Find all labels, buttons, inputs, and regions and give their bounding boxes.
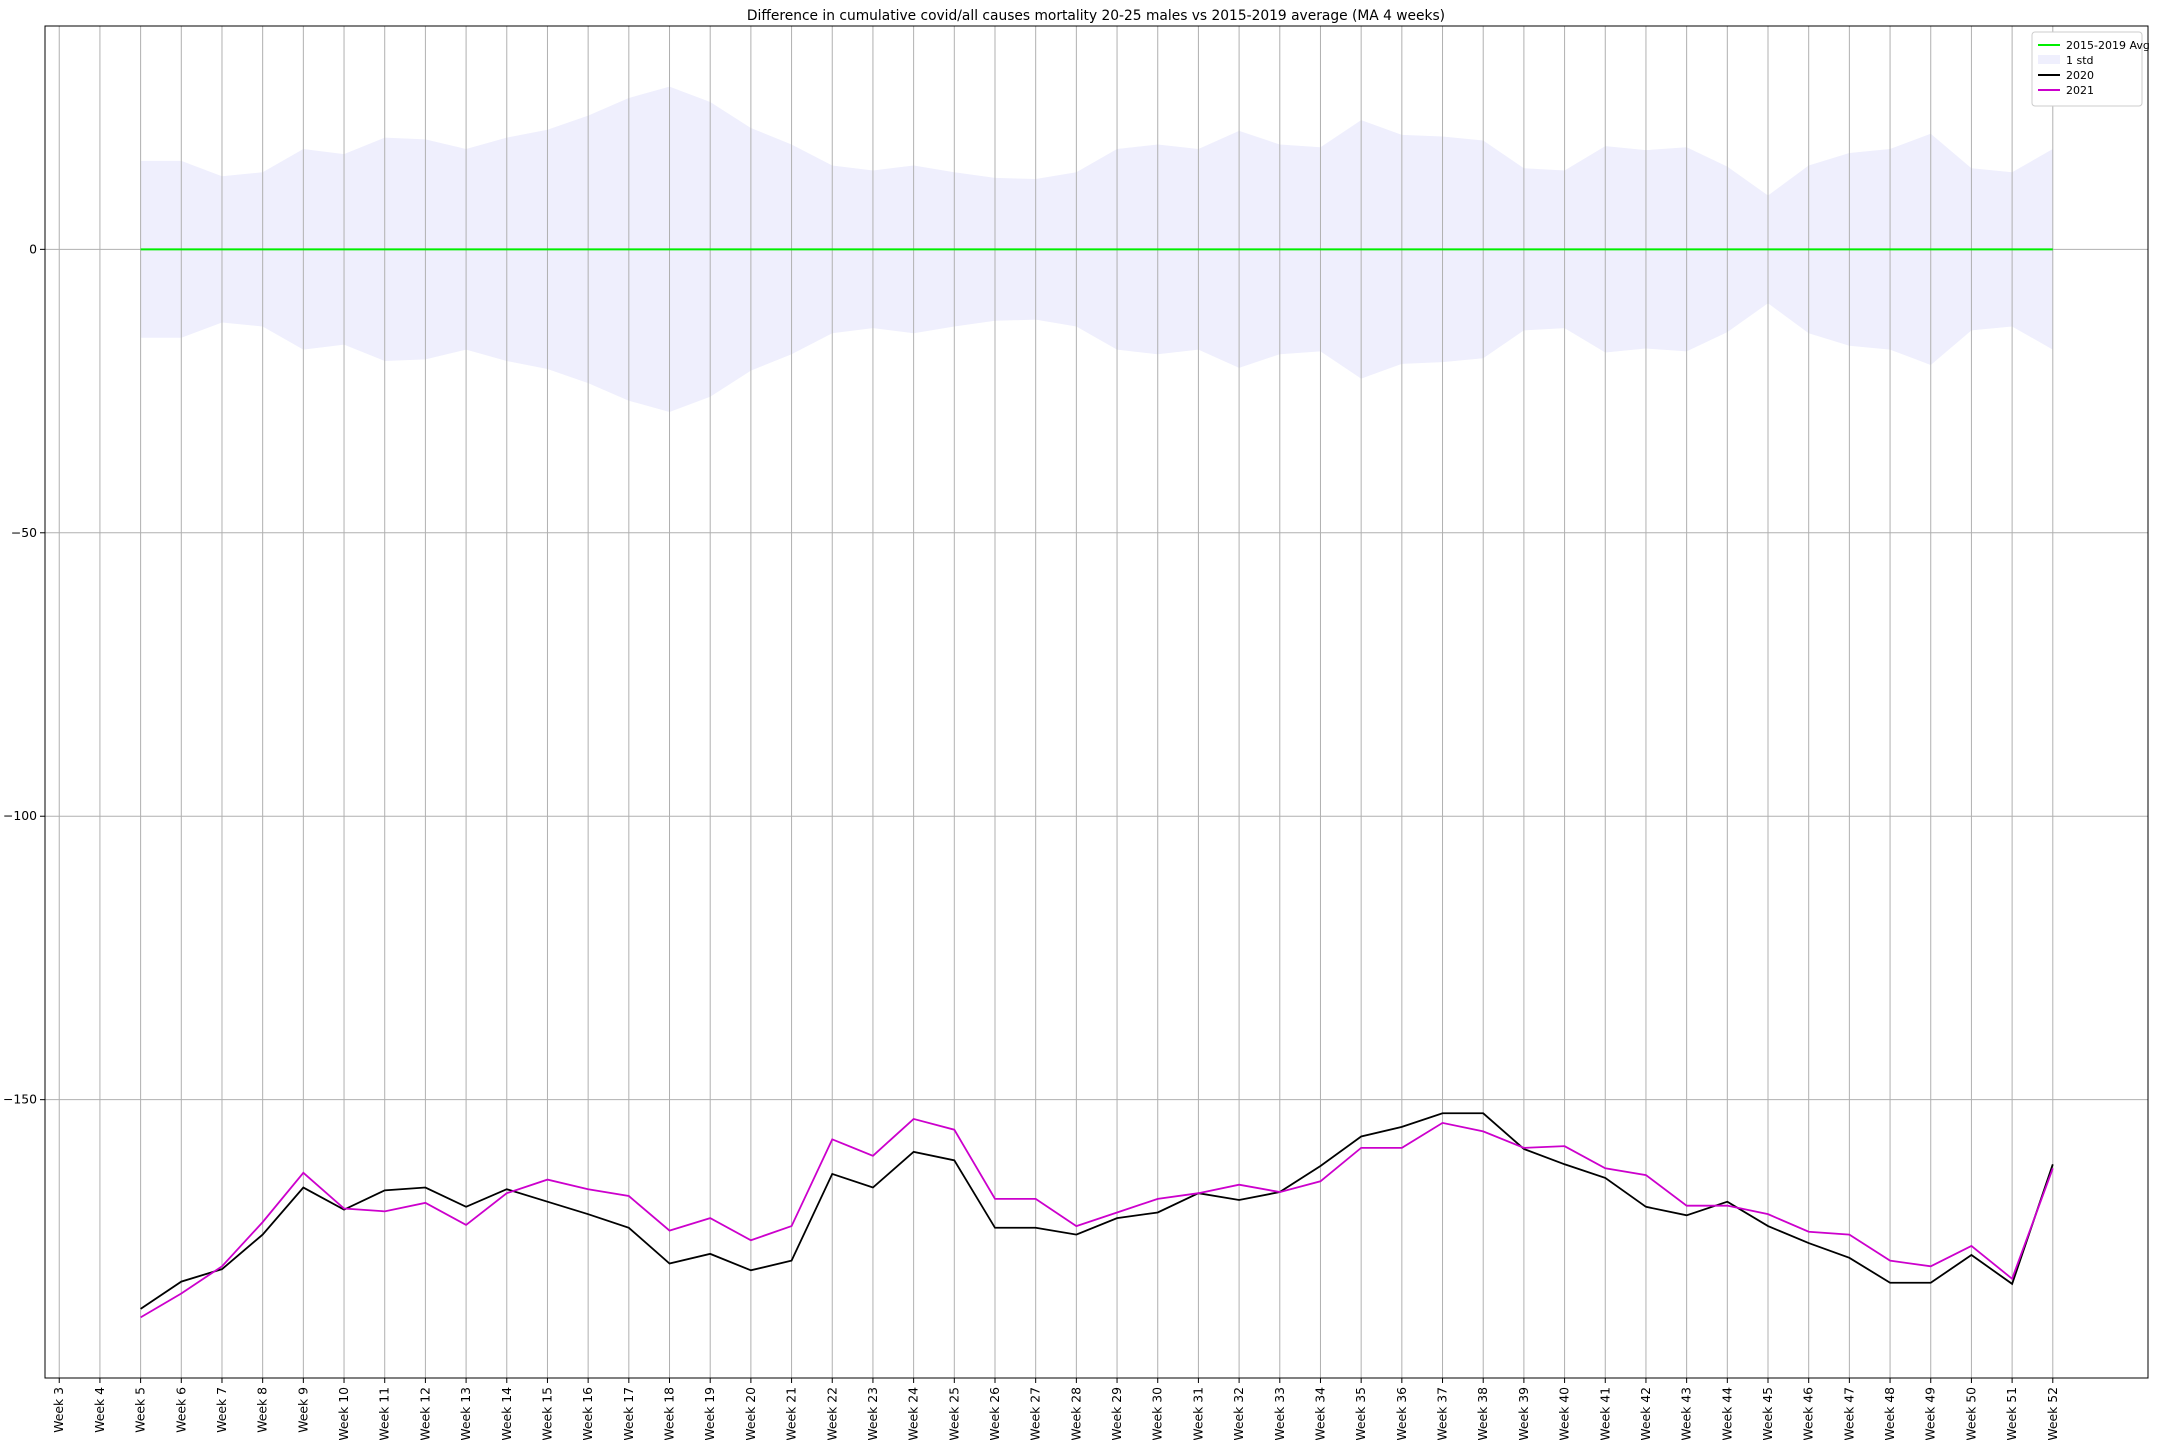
x-tick-label: Week 11 [377, 1387, 392, 1440]
x-tick-label: Week 27 [1028, 1387, 1043, 1440]
legend-swatch [2038, 55, 2060, 64]
x-tick-label: Week 28 [1068, 1387, 1083, 1440]
x-tick-label: Week 41 [1597, 1387, 1612, 1440]
x-tick-label: Week 47 [1841, 1387, 1856, 1440]
legend-label: 2020 [2066, 69, 2094, 82]
x-tick-label: Week 42 [1638, 1387, 1653, 1440]
x-tick-label: Week 36 [1394, 1387, 1409, 1440]
x-tick-label: Week 25 [946, 1387, 961, 1440]
x-tick-label: Week 34 [1312, 1387, 1327, 1440]
x-tick-label: Week 15 [539, 1387, 554, 1440]
x-tick-label: Week 18 [662, 1387, 677, 1440]
x-tick-label: Week 33 [1272, 1387, 1287, 1440]
x-tick-label: Week 14 [499, 1387, 514, 1440]
x-tick-label: Week 10 [336, 1387, 351, 1440]
x-tick-label: Week 52 [2045, 1387, 2060, 1440]
x-tick-label: Week 35 [1353, 1387, 1368, 1440]
x-tick-label: Week 13 [458, 1387, 473, 1440]
x-tick-label: Week 16 [580, 1387, 595, 1440]
x-tick-label: Week 17 [621, 1387, 636, 1440]
x-tick-label: Week 21 [784, 1387, 799, 1440]
x-tick-label: Week 19 [702, 1387, 717, 1440]
legend-label: 2015-2019 Avg [2066, 39, 2150, 52]
x-tick-label: Week 39 [1516, 1387, 1531, 1440]
legend-box [2031, 31, 2143, 107]
x-tick-label: Week 48 [1882, 1387, 1897, 1440]
x-tick-label: Week 30 [1150, 1387, 1165, 1440]
y-tick-label: −50 [11, 525, 37, 540]
x-tick-label: Week 26 [987, 1387, 1002, 1440]
chart-title: Difference in cumulative covid/all cause… [747, 8, 1445, 24]
x-tick-label: Week 43 [1679, 1387, 1694, 1440]
x-tick-label: Week 40 [1557, 1387, 1572, 1440]
x-tick-label: Week 50 [1963, 1387, 1978, 1440]
x-tick-label: Week 6 [173, 1387, 188, 1433]
x-tick-label: Week 46 [1801, 1387, 1816, 1440]
x-tick-label: Week 37 [1435, 1387, 1450, 1440]
x-tick-label: Week 12 [417, 1387, 432, 1440]
y-tick-label: −100 [3, 808, 37, 823]
x-tick-label: Week 20 [743, 1387, 758, 1440]
x-tick-label: Week 51 [2004, 1387, 2019, 1440]
x-tick-label: Week 9 [295, 1387, 310, 1433]
x-tick-label: Week 22 [824, 1387, 839, 1440]
y-tick-label: 0 [29, 241, 37, 256]
x-tick-label: Week 32 [1231, 1387, 1246, 1440]
x-tick-label: Week 44 [1719, 1387, 1734, 1440]
x-tick-label: Week 45 [1760, 1387, 1775, 1440]
legend-label: 2021 [2066, 84, 2094, 97]
x-tick-label: Week 49 [1923, 1387, 1938, 1440]
x-tick-label: Week 4 [92, 1387, 107, 1433]
x-tick-label: Week 5 [133, 1387, 148, 1433]
x-tick-label: Week 8 [255, 1387, 270, 1433]
legend-label: 1 std [2066, 54, 2094, 67]
x-tick-label: Week 29 [1109, 1387, 1124, 1440]
x-tick-label: Week 23 [865, 1387, 880, 1440]
x-tick-label: Week 24 [906, 1387, 921, 1440]
legend: 2015-2019 Avg 1 std 2020 2021 [2031, 31, 2150, 107]
series-line [140, 1112, 2054, 1310]
x-tick-label: Week 7 [214, 1387, 229, 1433]
x-tick-label: Week 3 [51, 1387, 66, 1433]
x-tick-label: Week 31 [1190, 1387, 1205, 1440]
plot-frame [44, 25, 2149, 1379]
x-tick-label: Week 38 [1475, 1387, 1490, 1440]
y-tick-label: −150 [3, 1092, 37, 1107]
series-line [140, 1117, 2054, 1319]
